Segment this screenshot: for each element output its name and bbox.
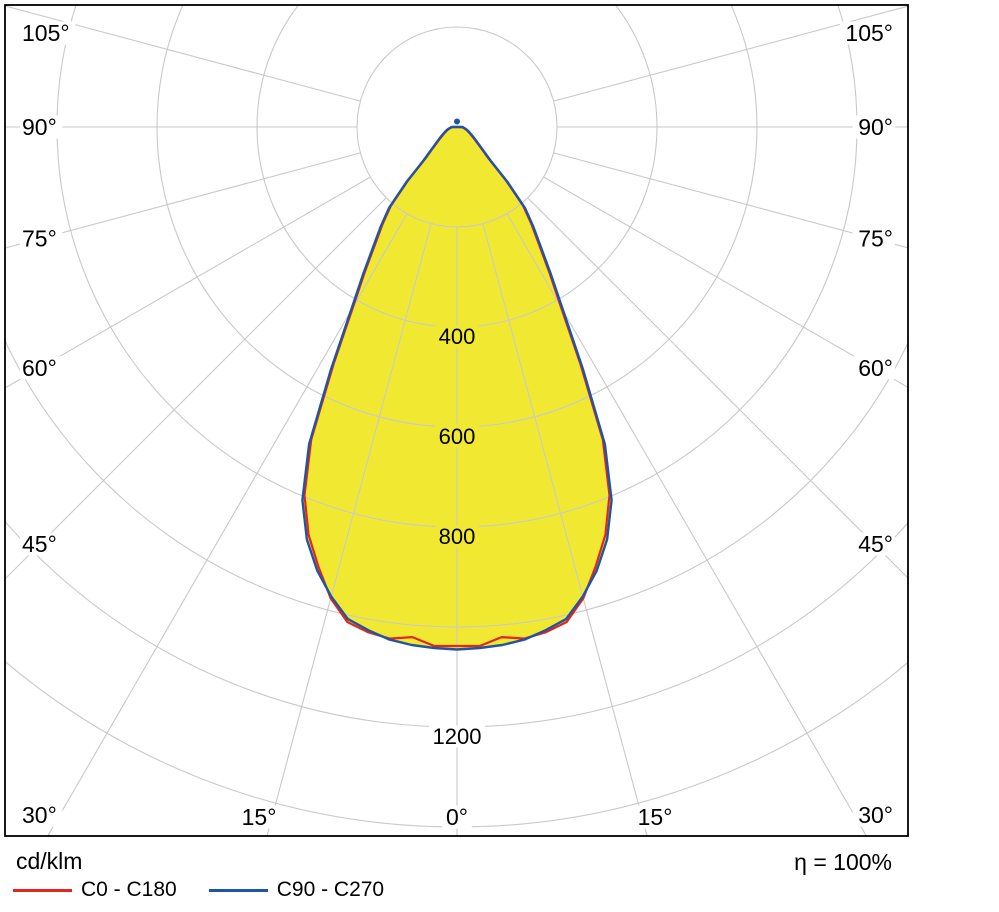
legend-item-label: C90 - C270 — [276, 878, 385, 901]
svg-text:15°: 15° — [242, 804, 277, 830]
svg-text:400: 400 — [439, 324, 476, 349]
svg-text:1200: 1200 — [433, 724, 482, 749]
svg-text:90°: 90° — [22, 114, 57, 140]
svg-text:105°: 105° — [22, 20, 70, 46]
legend: C0 - C180 C90 - C270 — [13, 878, 384, 902]
svg-text:45°: 45° — [858, 531, 893, 557]
svg-text:60°: 60° — [858, 355, 893, 381]
svg-text:75°: 75° — [858, 226, 893, 252]
svg-text:800: 800 — [439, 524, 476, 549]
svg-text:600: 600 — [439, 424, 476, 449]
legend-item-label: C0 - C180 — [81, 878, 177, 901]
svg-text:30°: 30° — [858, 802, 893, 828]
svg-text:105°: 105° — [845, 20, 893, 46]
svg-text:45°: 45° — [22, 531, 57, 557]
c90-c270-line-swatch — [208, 888, 268, 892]
legend-title: cd/klm — [16, 848, 83, 874]
efficiency-label: η = 100% — [794, 849, 892, 875]
svg-text:15°: 15° — [638, 804, 673, 830]
svg-text:75°: 75° — [22, 226, 57, 252]
svg-text:90°: 90° — [858, 114, 893, 140]
legend-item-c90-c270: C90 - C270 — [208, 878, 385, 902]
svg-text:0°: 0° — [446, 804, 468, 830]
legend-item-c0-c180: C0 - C180 — [13, 878, 177, 902]
svg-text:30°: 30° — [22, 802, 57, 828]
svg-text:60°: 60° — [22, 355, 57, 381]
c0-c180-line-swatch — [13, 888, 72, 892]
